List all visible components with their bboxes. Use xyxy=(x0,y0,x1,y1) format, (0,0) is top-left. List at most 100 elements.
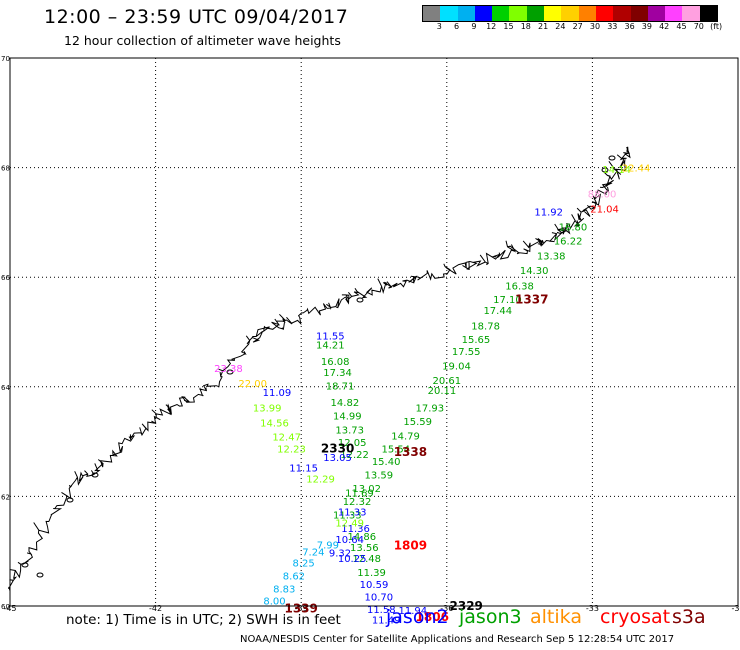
lon-tick-label: -42 xyxy=(149,604,162,613)
colorbar-label: 18 xyxy=(520,22,531,31)
wave-height-value: 19.04 xyxy=(442,361,471,372)
colorbar-swatch xyxy=(457,6,475,21)
colorbar-label: (ft) xyxy=(710,22,723,31)
island xyxy=(21,562,29,568)
pass-label: 1809 xyxy=(394,539,427,553)
wave-height-value: 7.24 xyxy=(302,548,324,559)
colorbar-swatch xyxy=(647,6,666,21)
wave-height-value: 14.14 xyxy=(602,165,631,176)
wave-height-value: 20.61 xyxy=(432,376,461,387)
colorbar-swatch xyxy=(561,6,579,21)
wave-height-value: 17.34 xyxy=(323,368,352,379)
wave-height-value: 12.48 xyxy=(352,554,381,565)
colorbar-label: 42 xyxy=(659,22,670,31)
wave-height-value: 11.55 xyxy=(316,332,345,343)
legend-altika: altika xyxy=(530,606,582,628)
wave-height-value: 15.54 xyxy=(382,445,411,456)
wave-height-value: 14.56 xyxy=(260,418,289,429)
colorbar-swatch xyxy=(665,6,683,21)
wave-height-value: 8.83 xyxy=(273,584,295,595)
lat-tick-label: 66 xyxy=(1,274,10,282)
wave-height-value: 15.65 xyxy=(462,335,491,346)
wave-height-value: 12.29 xyxy=(306,475,335,486)
island xyxy=(608,155,616,161)
wave-height-value: 14.21 xyxy=(316,340,345,351)
wave-height-value: 20.11 xyxy=(428,386,457,397)
wave-height-value: 11.58 xyxy=(367,605,396,616)
wave-height-value: 16.80 xyxy=(559,223,588,234)
wave-height-value: 12.05 xyxy=(338,438,367,449)
wave-height-value: 12.23 xyxy=(277,445,306,456)
wave-height-value: 10.59 xyxy=(360,580,389,591)
colorbar-swatch xyxy=(526,6,545,21)
colorbar-swatch xyxy=(509,6,527,21)
colorbar-label: 36 xyxy=(624,22,635,31)
wave-height-value: 13.56 xyxy=(350,543,379,554)
wave-height-value: 12.49 xyxy=(335,519,364,530)
island xyxy=(66,497,74,503)
pass-label: 1338 xyxy=(394,445,427,459)
colorbar-swatch xyxy=(440,6,458,21)
pass-label: 1339 xyxy=(284,602,317,616)
colorbar-swatch xyxy=(544,6,562,21)
colorbar-label: 12 xyxy=(486,22,497,31)
wave-height-value: 16.08 xyxy=(321,357,350,368)
map-gridlines xyxy=(10,58,738,606)
colorbar-label: 6 xyxy=(454,22,460,31)
colorbar-label: 30 xyxy=(589,22,601,31)
pass-label: 1806 xyxy=(416,610,449,624)
wave-height-value: 15.40 xyxy=(372,457,401,468)
colorbar-labels: 3 6 9 12 15 18 21 24 27 30 33 36 39 42 45 70 (ft) xyxy=(422,22,740,34)
wave-height-value: 14.86 xyxy=(348,532,377,543)
colorbar-label: 9 xyxy=(471,22,477,31)
wave-height-value: 12.47 xyxy=(272,433,301,444)
lat-tick-label: 60 xyxy=(1,603,10,611)
wave-height-value: 10.64 xyxy=(335,535,364,546)
wave-height-value: 13.99 xyxy=(253,403,282,414)
wave-height-value: 8.62 xyxy=(283,572,305,583)
wave-height-value: 13.73 xyxy=(335,425,364,436)
colorbar-swatch xyxy=(595,6,614,21)
wave-height-value: 11.94 xyxy=(399,606,428,617)
lon-tick-label: -45 xyxy=(3,604,16,613)
wave-height-value: 12.22 xyxy=(340,450,369,461)
footer-note: note: 1) Time is in UTC; 2) SWH is in fe… xyxy=(66,612,341,628)
wave-height-value: 9.32 xyxy=(329,549,351,560)
wave-height-value: 13.38 xyxy=(537,252,566,263)
wave-height-value: 11.39 xyxy=(357,568,386,579)
colorbar-swatch xyxy=(682,6,700,21)
colorbar-swatch xyxy=(492,6,510,21)
footer-credit: NOAA/NESDIS Center for Satellite Applica… xyxy=(240,634,675,645)
colorbar-swatch xyxy=(699,6,718,21)
wave-height-value: 11.49 xyxy=(372,616,401,627)
pass-label: 1337 xyxy=(515,293,548,307)
wave-height-value: 21.04 xyxy=(590,205,619,216)
wave-height-value: 22.44 xyxy=(622,163,651,174)
lat-tick-label: 70 xyxy=(1,55,10,63)
lon-tick-label: -33 xyxy=(586,604,599,613)
wave-height-value: 10.25 xyxy=(338,554,367,565)
wave-height-value: 14.82 xyxy=(331,398,360,409)
wave-height-value: 11.09 xyxy=(263,388,292,399)
colorbar-swatch xyxy=(630,6,648,21)
island xyxy=(36,572,44,578)
wave-height-value: 11.33 xyxy=(333,510,362,521)
wave-height-value: 17.55 xyxy=(452,347,481,358)
lon-tick-label: -39 xyxy=(295,604,308,613)
wave-height-value: 17.44 xyxy=(483,306,512,317)
colorbar-label: 15 xyxy=(503,22,514,31)
wave-height-value: 10.70 xyxy=(365,593,394,604)
colorbar-label: 3 xyxy=(436,22,442,31)
wave-height-value: 23.38 xyxy=(214,364,243,375)
greenland-coastline xyxy=(8,146,631,591)
wave-height-value: 18.71 xyxy=(326,382,355,393)
wave-height-value: 88.00 xyxy=(588,190,617,201)
wave-height-value: 17.93 xyxy=(415,403,444,414)
wave-height-value: 13.05 xyxy=(323,453,352,464)
wave-height-value: 11.15 xyxy=(289,464,318,475)
legend-jason2: jason2 xyxy=(386,606,449,628)
map-frame xyxy=(9,57,739,607)
wave-height-value: 11.92 xyxy=(534,207,563,218)
lon-tick-label: -30 xyxy=(731,604,740,613)
